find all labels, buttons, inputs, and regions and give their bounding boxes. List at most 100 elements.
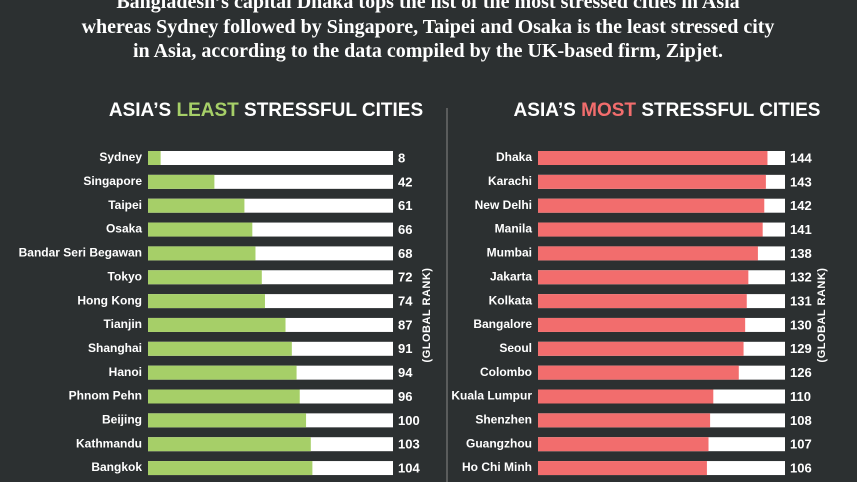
value-label: 104: [398, 460, 420, 475]
title-part: STRESSFUL CITIES: [244, 100, 423, 121]
axis-label: (GLOBAL RANK): [816, 268, 828, 363]
bar: [538, 294, 747, 309]
chart-title: ASIA’S MOST STRESSFUL CITIES: [514, 100, 821, 121]
bar: [538, 270, 749, 285]
value-label: 129: [790, 341, 812, 356]
bar: [538, 198, 765, 213]
value-label: 130: [790, 317, 812, 332]
category-label: Karachi: [488, 174, 532, 188]
bar: [538, 222, 763, 237]
value-label: 61: [398, 198, 412, 213]
bar: [538, 317, 746, 332]
value-label: 100: [398, 413, 420, 428]
bar: [148, 461, 313, 476]
bar: [538, 365, 739, 380]
category-label: Phnom Pehn: [69, 389, 142, 403]
value-label: 94: [398, 365, 413, 380]
title-part: LEAST: [176, 100, 239, 121]
category-label: Bangkok: [91, 460, 142, 474]
category-label: Shenzhen: [475, 413, 532, 427]
value-label: 107: [790, 437, 812, 452]
title-part: STRESSFUL CITIES: [641, 100, 820, 121]
value-label: 68: [398, 246, 412, 261]
value-label: 132: [790, 270, 812, 285]
value-label: 142: [790, 198, 812, 213]
bar: [538, 437, 709, 452]
value-label: 106: [790, 460, 812, 475]
value-label: 72: [398, 270, 412, 285]
bar: [538, 246, 758, 261]
category-label: Shanghai: [88, 341, 142, 355]
category-label: Seoul: [499, 341, 532, 355]
bar: [148, 413, 307, 428]
category-label: Tianjin: [104, 317, 142, 331]
category-label: Colombo: [480, 365, 532, 379]
bar: [148, 270, 262, 285]
bar: [148, 389, 300, 404]
value-label: 144: [790, 150, 812, 165]
value-label: 103: [398, 437, 420, 452]
header-line: Bangladesh’s capital Dhaka tops the list…: [116, 0, 739, 13]
category-label: Kuala Lumpur: [451, 389, 532, 403]
category-label: Manila: [495, 222, 533, 236]
bar: [538, 413, 711, 428]
header-line: in Asia, according to the data compiled …: [133, 40, 723, 62]
category-label: Kathmandu: [76, 436, 142, 450]
bar: [148, 437, 311, 452]
bar-track: [148, 151, 393, 165]
bar: [148, 341, 292, 356]
category-label: Mumbai: [487, 246, 532, 260]
value-label: 91: [398, 341, 412, 356]
header-line: whereas Sydney followed by Singapore, Ta…: [82, 16, 775, 38]
category-label: New Delhi: [475, 198, 532, 212]
bar: [538, 151, 768, 165]
category-label: Bangalore: [473, 317, 532, 331]
bar: [148, 174, 215, 189]
value-label: 74: [398, 294, 413, 309]
bar: [538, 389, 714, 404]
category-label: Taipei: [108, 198, 142, 212]
chart-title: ASIA’S LEAST STRESSFUL CITIES: [109, 100, 423, 121]
bar: [148, 317, 286, 332]
value-label: 66: [398, 222, 412, 237]
value-label: 87: [398, 317, 412, 332]
title-part: ASIA’S: [109, 100, 171, 121]
value-label: 138: [790, 246, 812, 261]
bar: [148, 246, 256, 261]
title-part: ASIA’S: [514, 100, 576, 121]
category-label: Bandar Seri Begawan: [19, 246, 142, 260]
bar: [148, 222, 253, 237]
value-label: 141: [790, 222, 812, 237]
category-label: Hanoi: [109, 365, 142, 379]
value-label: 126: [790, 365, 812, 380]
value-label: 143: [790, 174, 812, 189]
value-label: 8: [398, 150, 405, 165]
value-label: 131: [790, 294, 812, 309]
category-label: Beijing: [102, 413, 142, 427]
bar: [148, 198, 245, 213]
category-label: Guangzhou: [466, 436, 532, 450]
bar: [148, 151, 161, 165]
category-label: Kolkata: [489, 293, 533, 307]
value-label: 42: [398, 174, 412, 189]
category-label: Dhaka: [496, 150, 532, 164]
bar: [538, 341, 744, 356]
category-label: Ho Chi Minh: [462, 460, 532, 474]
category-label: Tokyo: [108, 269, 142, 283]
value-label: 96: [398, 389, 412, 404]
category-label: Singapore: [83, 174, 142, 188]
bar: [538, 461, 707, 476]
category-label: Osaka: [106, 222, 142, 236]
title-part: MOST: [581, 100, 636, 121]
category-label: Jakarta: [490, 269, 532, 283]
value-label: 110: [790, 389, 811, 404]
category-label: Sydney: [99, 150, 142, 164]
value-label: 108: [790, 413, 812, 428]
bar: [148, 365, 297, 380]
bar: [148, 294, 265, 309]
category-label: Hong Kong: [77, 293, 142, 307]
axis-label: (GLOBAL RANK): [421, 268, 433, 363]
bar: [538, 174, 766, 189]
